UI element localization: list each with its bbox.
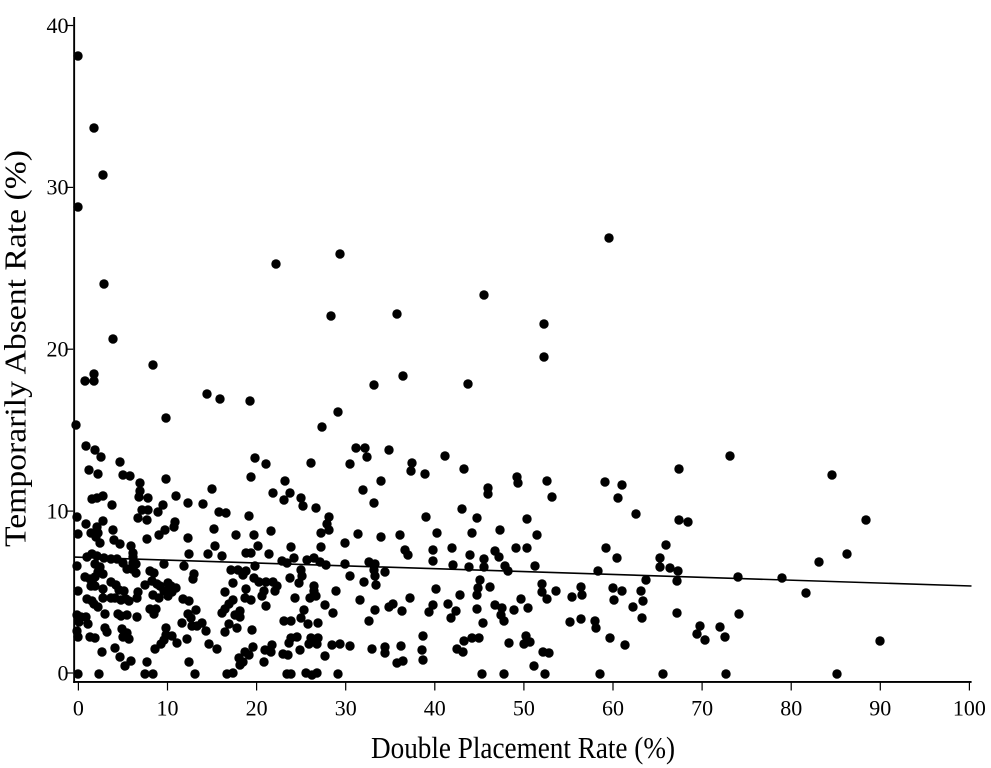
svg-text:20: 20 (47, 337, 69, 362)
svg-text:90: 90 (869, 696, 891, 721)
svg-text:20: 20 (246, 696, 268, 721)
svg-text:Temporarily Absent Rate (%): Temporarily Absent Rate (%) (0, 150, 33, 547)
svg-text:40: 40 (424, 696, 446, 721)
svg-text:0: 0 (58, 660, 69, 685)
svg-text:10: 10 (157, 696, 179, 721)
svg-text:0: 0 (73, 696, 84, 721)
svg-text:30: 30 (47, 175, 69, 200)
svg-text:60: 60 (602, 696, 624, 721)
svg-text:80: 80 (780, 696, 802, 721)
svg-text:100: 100 (953, 696, 986, 721)
svg-text:50: 50 (513, 696, 535, 721)
svg-text:Double Placement Rate (%): Double Placement Rate (%) (371, 730, 675, 765)
svg-text:10: 10 (47, 498, 69, 523)
svg-text:70: 70 (691, 696, 713, 721)
svg-text:30: 30 (335, 696, 357, 721)
svg-text:40: 40 (47, 13, 69, 38)
